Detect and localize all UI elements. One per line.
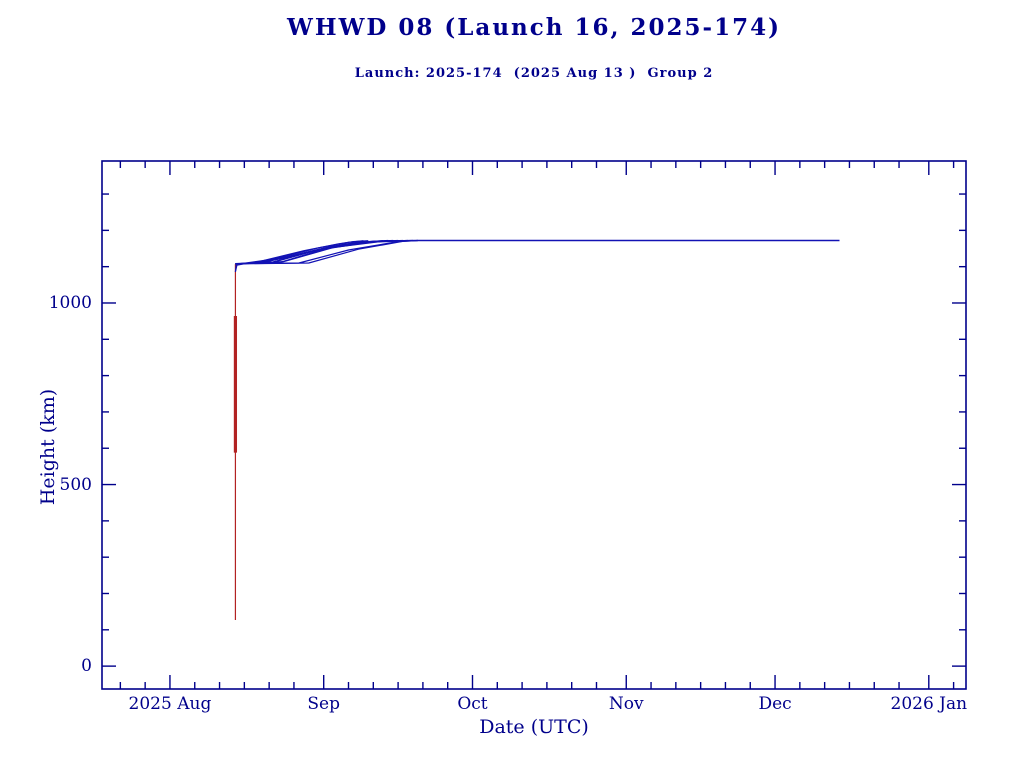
height-series-sat-12	[235, 239, 840, 265]
y-tick-label: 0	[81, 656, 92, 677]
y-tick-label: 1000	[48, 292, 92, 313]
x-axis-title: Date (UTC)	[479, 716, 589, 738]
chart-subtitle: Launch: 2025-174 (2025 Aug 13 ) Group 2	[354, 66, 714, 81]
y-axis-title-text: Height (km)	[37, 388, 60, 506]
x-tick-label: Oct	[457, 694, 488, 714]
x-tick-label: 2025 Aug	[128, 694, 212, 714]
chart-title: WHWD 08 (Launch 16, 2025-174)	[287, 14, 781, 41]
plot-frame	[101, 160, 967, 690]
x-tick-label: 2026 Jan	[890, 694, 968, 714]
height-series-sat-11	[234, 240, 369, 272]
x-tick-label: Nov	[608, 694, 644, 714]
x-tick-label: Sep	[307, 694, 340, 714]
y-tick-label: 500	[59, 474, 92, 495]
x-tick-label: Dec	[758, 694, 792, 714]
